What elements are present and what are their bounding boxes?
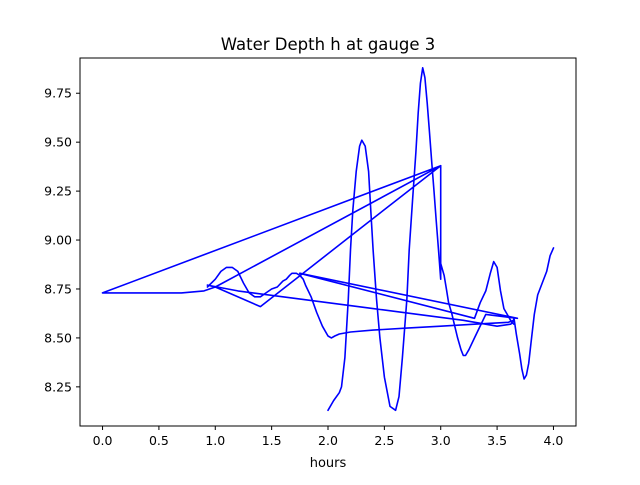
series-line-3 xyxy=(206,266,515,339)
plot-area xyxy=(101,67,555,412)
x-tick-label: 1.5 xyxy=(262,433,282,448)
y-tick-label: 8.75 xyxy=(44,281,72,296)
x-axis-label: hours xyxy=(310,456,347,471)
series-line-4 xyxy=(298,262,519,357)
y-tick-label: 9.75 xyxy=(44,86,72,101)
chart-title: Water Depth h at gauge 3 xyxy=(221,35,435,54)
y-tick-label: 9.25 xyxy=(44,184,72,199)
series-line-2 xyxy=(101,164,442,294)
y-tick-label: 8.50 xyxy=(44,330,72,345)
x-tick-label: 0.5 xyxy=(149,433,169,448)
x-tick-label: 2.5 xyxy=(374,433,394,448)
x-tick-label: 2.0 xyxy=(318,433,338,448)
series-line-5 xyxy=(298,260,515,326)
y-axis: 8.25 8.50 8.75 9.00 9.25 9.50 9.75 xyxy=(44,86,80,394)
x-tick-label: 3.5 xyxy=(487,433,507,448)
y-tick-label: 8.25 xyxy=(44,379,72,394)
x-tick-label: 3.0 xyxy=(431,433,451,448)
x-tick-label: 1.0 xyxy=(205,433,225,448)
x-tick-label: 4.0 xyxy=(544,433,564,448)
x-tick-label: 0.0 xyxy=(93,433,113,448)
series-line-1 xyxy=(206,67,555,412)
x-axis: 0.0 0.5 1.0 1.5 2.0 2.5 3.0 3.5 4.0 xyxy=(93,426,564,448)
y-tick-label: 9.50 xyxy=(44,135,72,150)
y-tick-label: 9.00 xyxy=(44,233,72,248)
